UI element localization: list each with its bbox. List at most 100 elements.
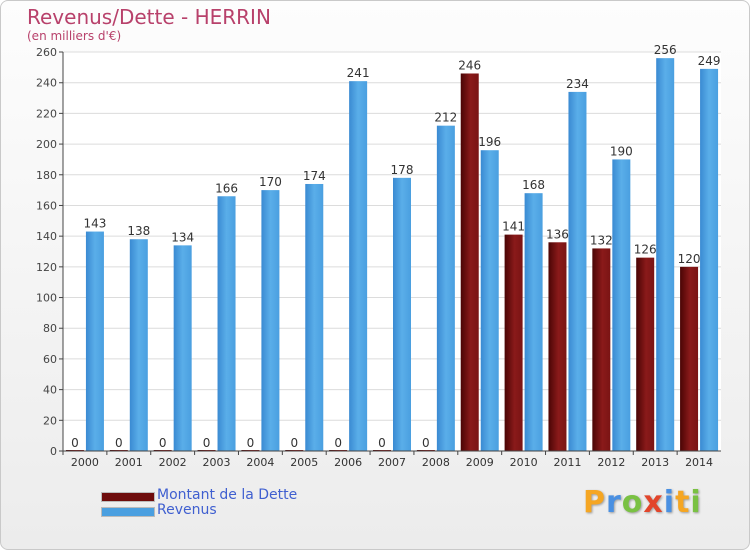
bar-revenue (700, 68, 719, 451)
x-tick-label: 2013 (641, 456, 669, 469)
y-tick-label: 220 (36, 107, 57, 120)
data-label-debt: 0 (247, 436, 255, 450)
plot-area (63, 52, 721, 451)
bar-revenue (85, 231, 104, 451)
x-tick-label: 2009 (466, 456, 494, 469)
data-label-revenue: 134 (171, 230, 194, 244)
data-label-debt: 141 (502, 220, 525, 234)
logo-letter: r (606, 485, 622, 520)
data-label-revenue: 174 (303, 169, 326, 183)
x-tick-label: 2007 (378, 456, 406, 469)
x-tick-label: 2001 (115, 456, 143, 469)
bar-debt (460, 73, 479, 451)
y-tick-label: 120 (36, 261, 57, 274)
axis-layer: 0 20 40 60 80 100 120 140 160 180 200 220 240 260 2000… (36, 46, 721, 469)
y-tick-label: 0 (50, 445, 57, 458)
data-label-debt: 246 (458, 58, 481, 72)
grid-layer (63, 51, 721, 452)
data-label-revenue: 190 (610, 144, 633, 158)
bar-revenue (524, 193, 543, 451)
logo-letter: x (643, 485, 664, 520)
proxiti-logo: Proxiti (583, 485, 702, 520)
y-tick-label: 180 (36, 169, 57, 182)
bar-layer (65, 58, 719, 452)
y-tick-label: 20 (43, 414, 57, 427)
x-tick-label: 2011 (553, 456, 581, 469)
bar-debt (636, 257, 655, 451)
bar-revenue (261, 190, 280, 451)
bar-revenue (217, 196, 236, 451)
data-label-debt: 132 (590, 233, 613, 247)
legend-label-revenue: Revenus (157, 502, 217, 518)
bar-revenue (305, 183, 324, 451)
chart-subtitle: (en milliers d'€) (27, 29, 122, 43)
data-label-revenue: 212 (434, 111, 457, 125)
bar-revenue (393, 177, 411, 452)
logo-letter: i (690, 485, 702, 520)
bar-revenue (129, 239, 148, 451)
y-tick-label: 160 (36, 199, 57, 212)
data-label-debt: 0 (203, 436, 211, 450)
data-label-revenue: 168 (522, 178, 545, 192)
bar-revenue (173, 245, 192, 451)
y-tick-label: 60 (43, 353, 57, 366)
legend-swatch-revenue (101, 507, 155, 517)
bar-debt (504, 234, 523, 451)
data-label-revenue: 234 (566, 77, 589, 91)
data-label-debt: 0 (159, 436, 167, 450)
data-label-revenue: 170 (259, 175, 282, 189)
y-tick-label: 240 (36, 77, 57, 90)
logo-letter: i (663, 485, 676, 520)
data-label-debt: 0 (115, 436, 123, 450)
logo-letter: P (583, 485, 606, 520)
data-label-debt: 120 (678, 252, 701, 266)
x-tick-label: 2002 (159, 456, 187, 469)
bar-revenue (656, 58, 675, 452)
x-tick-label: 2000 (71, 456, 99, 469)
data-label-revenue: 166 (215, 181, 238, 195)
bar-revenue (480, 150, 499, 451)
y-tick-label: 100 (36, 292, 57, 305)
data-label-debt: 126 (634, 243, 657, 257)
logo-letter: t (675, 485, 691, 520)
data-label-debt: 0 (334, 436, 342, 450)
data-label-revenue: 256 (654, 43, 677, 57)
x-tick-label: 2010 (510, 456, 538, 469)
bar-debt (680, 266, 699, 451)
data-label-revenue: 138 (127, 224, 150, 238)
data-label-debt: 0 (71, 436, 79, 450)
label-layer: 0 143 0 138 0 134 0 166 0 170 0 174 0 241 0 178 0 212 246 1… (71, 43, 720, 450)
legend-label-debt: Montant de la Dette (157, 487, 298, 503)
bar-revenue (568, 91, 587, 452)
legend-swatch-debt (101, 492, 155, 502)
x-tick-label: 2008 (422, 456, 450, 469)
bar-revenue (612, 159, 631, 451)
data-label-debt: 0 (290, 436, 298, 450)
x-tick-label: 2005 (290, 456, 318, 469)
data-label-debt: 0 (422, 436, 430, 450)
bar-debt (592, 248, 611, 451)
x-tick-label: 2003 (203, 456, 231, 469)
y-tick-label: 140 (36, 230, 57, 243)
x-tick-label: 2014 (685, 456, 713, 469)
x-tick-label: 2012 (597, 456, 625, 469)
y-tick-label: 200 (36, 138, 57, 151)
data-label-revenue: 196 (478, 135, 501, 149)
data-label-revenue: 249 (698, 54, 721, 68)
logo-letter: o (621, 485, 644, 520)
bar-revenue (436, 125, 455, 452)
y-tick-label: 40 (43, 384, 57, 397)
chart-title: Revenus/Dette - HERRIN (27, 5, 271, 29)
bar-revenue (349, 81, 368, 452)
y-tick-label: 260 (36, 46, 57, 59)
x-tick-label: 2004 (246, 456, 274, 469)
y-tick-label: 80 (43, 322, 57, 335)
data-label-revenue: 178 (391, 163, 414, 177)
data-label-debt: 0 (378, 436, 386, 450)
data-label-debt: 136 (546, 227, 569, 241)
bar-debt (548, 242, 567, 451)
data-label-revenue: 143 (83, 217, 106, 231)
x-tick-label: 2006 (334, 456, 362, 469)
